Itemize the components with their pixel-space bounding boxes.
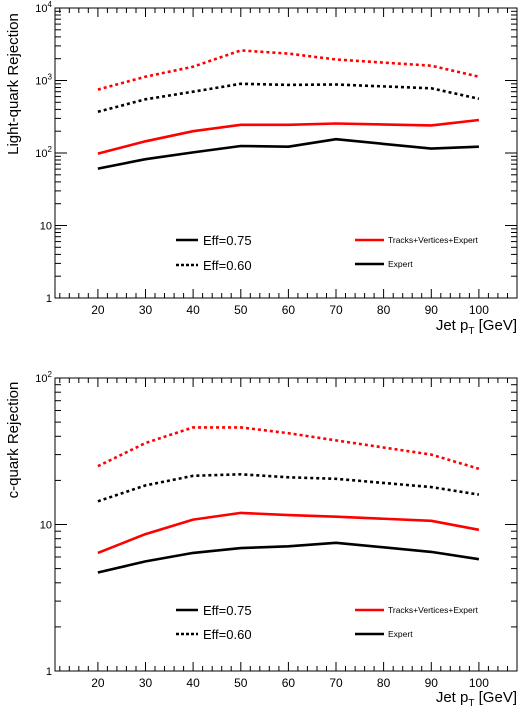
data-series: [97, 426, 480, 574]
legend-label-eff-060: Eff=0.60: [203, 627, 252, 642]
series-line-black-solid: [97, 541, 480, 574]
x-axis-label-main: Jet p: [436, 317, 469, 334]
legend-label-tracks-vertices-expert: Tracks+Vertices+Expert: [388, 235, 479, 245]
y-tick-label: 1: [46, 293, 52, 305]
y-tick-label-base: 10: [35, 76, 47, 88]
legend-label-expert: Expert: [388, 629, 413, 639]
x-axis-label-sub: T: [468, 326, 474, 337]
y-tick-label-base: 10: [40, 221, 52, 233]
y-tick-label-base: 10: [35, 3, 47, 15]
series-line-black-solid: [97, 137, 479, 170]
x-tick-label: 40: [186, 303, 200, 317]
y-tick-label-base: 10: [35, 148, 47, 160]
x-axis-label: Jet pT [GeV]: [436, 689, 517, 709]
y-tick-label-exponent: 2: [48, 370, 53, 379]
y-tick-label-base: 10: [35, 373, 47, 385]
y-tick-label: 102: [35, 145, 52, 160]
x-tick-label: 40: [186, 676, 200, 690]
x-tick-label: 90: [425, 303, 439, 317]
x-tick-label: 70: [329, 676, 343, 690]
y-tick-label-exponent: 2: [48, 145, 53, 154]
legend-label-expert: Expert: [388, 259, 413, 269]
series-line-black-dashed: [97, 82, 480, 114]
legend-label-eff-075: Eff=0.75: [203, 603, 252, 618]
x-tick-label: 60: [282, 303, 296, 317]
y-tick-label: 104: [35, 0, 52, 15]
plot-frame: [54, 7, 518, 299]
x-tick-label: 50: [234, 676, 248, 690]
x-axis-label-main: Jet p: [436, 689, 469, 706]
x-tick-label: 30: [139, 676, 153, 690]
y-tick-label: 103: [35, 73, 52, 88]
y-tick-label-base: 1: [46, 666, 52, 678]
series-line-black-dashed: [97, 472, 480, 503]
series-line-red-solid: [97, 511, 480, 555]
data-series: [97, 49, 480, 170]
y-tick-label-exponent: 3: [48, 73, 53, 82]
axis-ticks: [55, 8, 518, 299]
x-tick-label: 70: [329, 303, 343, 317]
series-line-red-dashed: [97, 426, 480, 471]
y-tick-label: 10: [40, 221, 52, 233]
x-axis-label: Jet pT [GeV]: [436, 317, 517, 337]
x-tick-label: 90: [425, 676, 439, 690]
x-tick-label: 30: [139, 303, 153, 317]
y-axis-label: c-quark Rejection: [5, 382, 22, 499]
x-tick-label: 20: [91, 303, 105, 317]
legend: Eff=0.75 Eff=0.60 Tracks+Vertices+Expert…: [176, 233, 479, 273]
y-tick-label-base: 1: [46, 293, 52, 305]
x-tick-label: 80: [377, 676, 391, 690]
y-tick-label: 10: [40, 520, 52, 532]
x-axis-label-unit: [GeV]: [474, 689, 517, 706]
x-axis-label-sub: T: [468, 698, 474, 709]
x-tick-label: 80: [377, 303, 391, 317]
y-tick-label-base: 10: [40, 520, 52, 532]
y-tick-label: 102: [35, 370, 52, 385]
legend: Eff=0.75 Eff=0.60 Tracks+Vertices+Expert…: [176, 603, 479, 642]
x-tick-label: 20: [91, 676, 105, 690]
axis-ticks: [55, 378, 518, 672]
x-tick-label: 50: [234, 303, 248, 317]
legend-label-tracks-vertices-expert: Tracks+Vertices+Expert: [388, 605, 479, 615]
x-tick-label: 100: [469, 676, 489, 690]
x-axis-label-unit: [GeV]: [474, 317, 517, 334]
series-line-red-solid: [97, 118, 480, 155]
y-axis-label: Light-quark Rejection: [5, 13, 22, 155]
legend-label-eff-075: Eff=0.75: [203, 233, 252, 248]
y-tick-label: 1: [46, 666, 52, 678]
x-tick-label: 100: [469, 303, 489, 317]
x-tick-label: 60: [282, 676, 296, 690]
legend-label-eff-060: Eff=0.60: [203, 258, 252, 273]
y-tick-label-exponent: 4: [48, 0, 53, 9]
